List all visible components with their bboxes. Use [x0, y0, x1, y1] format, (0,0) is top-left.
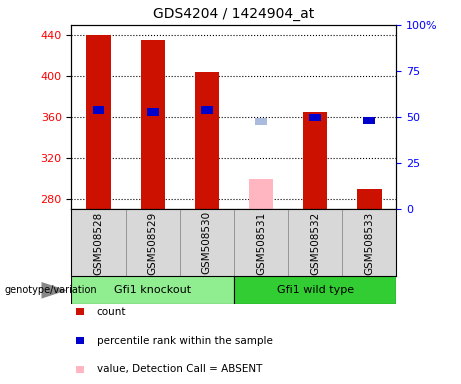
Bar — [180, 209, 234, 276]
Text: Gfi1 knockout: Gfi1 knockout — [114, 285, 191, 295]
Text: GSM508532: GSM508532 — [310, 211, 320, 275]
Text: Gfi1 wild type: Gfi1 wild type — [277, 285, 354, 295]
Polygon shape — [41, 282, 67, 299]
Text: GSM508529: GSM508529 — [148, 211, 158, 275]
Bar — [71, 209, 125, 276]
Bar — [234, 209, 288, 276]
Bar — [342, 209, 396, 276]
Bar — [147, 108, 159, 116]
Title: GDS4204 / 1424904_at: GDS4204 / 1424904_at — [154, 7, 314, 21]
Text: GSM508533: GSM508533 — [364, 211, 374, 275]
Bar — [195, 72, 219, 209]
Bar — [86, 35, 111, 209]
Text: percentile rank within the sample: percentile rank within the sample — [97, 336, 273, 346]
Bar — [363, 117, 375, 124]
Bar — [303, 112, 327, 209]
Bar — [288, 209, 342, 276]
Text: GSM508528: GSM508528 — [94, 211, 104, 275]
Bar — [357, 189, 382, 209]
Text: count: count — [97, 307, 126, 317]
Bar — [71, 276, 234, 304]
Bar — [141, 40, 165, 209]
Text: GSM508530: GSM508530 — [202, 211, 212, 275]
Text: value, Detection Call = ABSENT: value, Detection Call = ABSENT — [97, 364, 262, 374]
Bar — [255, 118, 267, 125]
Bar — [234, 276, 396, 304]
Bar — [93, 106, 105, 114]
Bar — [201, 106, 213, 114]
Text: GSM508531: GSM508531 — [256, 211, 266, 275]
Bar — [309, 114, 321, 121]
Bar — [249, 179, 273, 209]
Bar — [125, 209, 180, 276]
Text: genotype/variation: genotype/variation — [5, 285, 97, 295]
